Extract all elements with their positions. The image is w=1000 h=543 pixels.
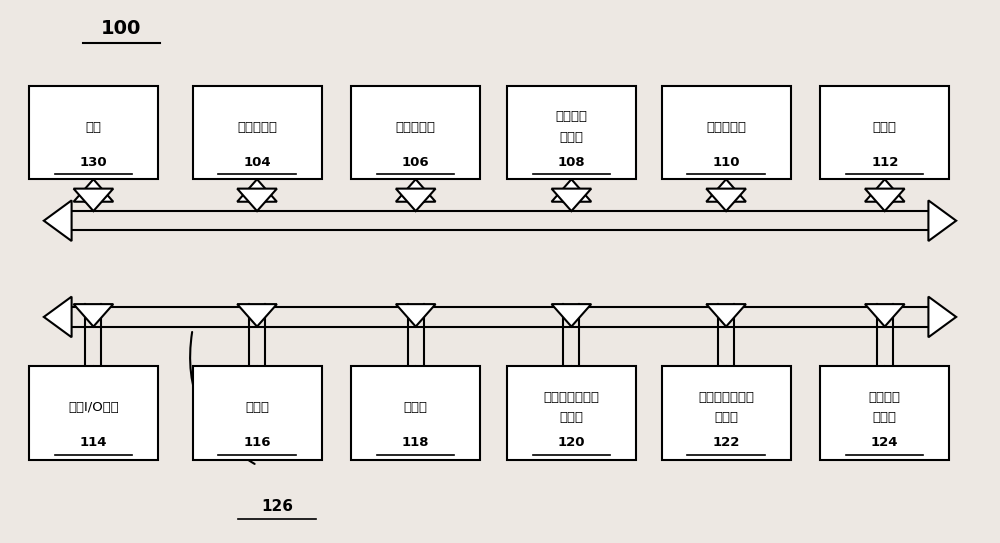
Bar	[193, 86, 322, 179]
Polygon shape	[237, 304, 277, 326]
Polygon shape	[74, 188, 113, 211]
Text: 116: 116	[243, 437, 271, 450]
Text: 122: 122	[712, 437, 740, 450]
Polygon shape	[706, 304, 746, 326]
Bar	[29, 86, 158, 179]
Polygon shape	[74, 179, 113, 202]
Polygon shape	[552, 188, 591, 211]
Bar	[351, 367, 480, 460]
Text: 高度计: 高度计	[873, 121, 897, 134]
Polygon shape	[928, 296, 956, 337]
Bar	[507, 367, 636, 460]
Polygon shape	[706, 179, 746, 202]
Text: 108: 108	[558, 156, 585, 169]
Polygon shape	[237, 179, 277, 202]
Bar	[662, 367, 791, 460]
Bar	[820, 367, 949, 460]
Polygon shape	[74, 304, 113, 326]
Polygon shape	[706, 367, 746, 389]
Text: 106: 106	[402, 156, 430, 169]
Text: 温度传感器: 温度传感器	[706, 121, 746, 134]
Text: 电机转速: 电机转速	[555, 110, 587, 123]
Text: 传感器: 传感器	[559, 131, 583, 144]
Polygon shape	[396, 179, 436, 202]
Text: 104: 104	[243, 156, 271, 169]
Bar	[507, 86, 636, 179]
Text: 124: 124	[871, 437, 899, 450]
Text: 压力传感器故障: 压力传感器故障	[698, 391, 754, 404]
Bar	[662, 86, 791, 179]
Text: 112: 112	[871, 156, 898, 169]
Polygon shape	[44, 296, 72, 337]
Text: 第二压力: 第二压力	[869, 391, 901, 404]
Text: 处理器: 处理器	[714, 412, 738, 425]
Text: 100: 100	[101, 18, 141, 37]
Polygon shape	[237, 188, 277, 211]
Polygon shape	[396, 188, 436, 211]
Text: 110: 110	[712, 156, 740, 169]
Bar	[193, 367, 322, 460]
Text: 114: 114	[80, 437, 107, 450]
Polygon shape	[44, 200, 72, 241]
Text: 传感器: 传感器	[873, 412, 897, 425]
Polygon shape	[865, 367, 905, 389]
Polygon shape	[865, 188, 905, 211]
Bar	[351, 86, 480, 179]
Text: 压力传感器故障: 压力传感器故障	[543, 391, 599, 404]
Text: 检测器: 检测器	[559, 412, 583, 425]
Polygon shape	[74, 367, 113, 389]
Polygon shape	[396, 304, 436, 326]
Text: 118: 118	[402, 437, 429, 450]
Text: 130: 130	[80, 156, 107, 169]
Polygon shape	[552, 304, 591, 326]
Text: 120: 120	[558, 437, 585, 450]
Polygon shape	[706, 188, 746, 211]
Text: 风机: 风机	[85, 121, 101, 134]
Text: 存储器: 存储器	[404, 401, 428, 414]
Polygon shape	[865, 179, 905, 202]
Polygon shape	[396, 367, 436, 389]
Polygon shape	[552, 367, 591, 389]
Bar	[29, 367, 158, 460]
Text: 压力传感器: 压力传感器	[237, 121, 277, 134]
Polygon shape	[865, 304, 905, 326]
Polygon shape	[928, 200, 956, 241]
Polygon shape	[237, 367, 277, 389]
Polygon shape	[552, 179, 591, 202]
Bar	[820, 86, 949, 179]
Text: 处理器: 处理器	[245, 401, 269, 414]
Text: 流量传感器: 流量传感器	[396, 121, 436, 134]
Text: 用户I/O装置: 用户I/O装置	[68, 401, 119, 414]
Text: 126: 126	[261, 499, 293, 514]
